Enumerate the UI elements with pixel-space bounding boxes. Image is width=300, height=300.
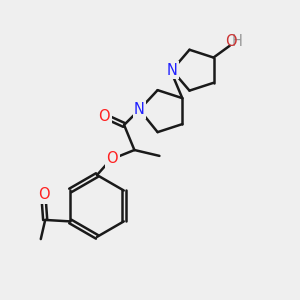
Text: O: O (38, 187, 50, 202)
Text: H: H (232, 34, 242, 49)
Text: O: O (98, 109, 110, 124)
Text: N: N (167, 63, 177, 78)
Text: O: O (225, 34, 237, 49)
Text: O: O (106, 151, 118, 166)
Text: N: N (134, 102, 145, 117)
